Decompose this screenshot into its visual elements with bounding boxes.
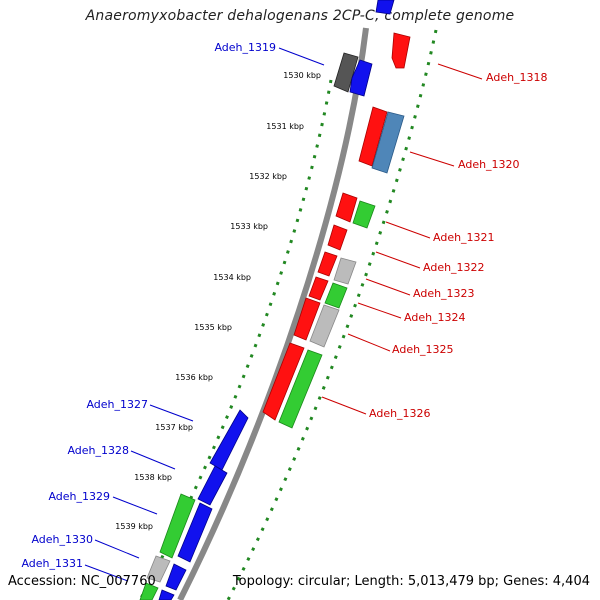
leader-adeh-1328 <box>130 450 176 470</box>
tick-label-1539: 1539 kbp <box>115 522 153 531</box>
gene-adeh-1328-shape[interactable] <box>197 465 228 506</box>
leader-adeh-1325 <box>347 333 391 352</box>
kbp-tick-labels: 1530 kbp 1531 kbp 1532 kbp 1533 kbp 1534… <box>115 71 321 531</box>
gene-adeh-1321b-shape[interactable] <box>352 200 376 229</box>
left-gene-labels: Adeh_1319 Adeh_1327 Adeh_1328 Adeh_1329 … <box>21 41 276 570</box>
tick-label-1530: 1530 kbp <box>283 71 321 80</box>
label-adeh-1325[interactable]: Adeh_1325 <box>392 343 454 356</box>
leader-lines <box>84 47 483 582</box>
gene-adeh-1331b-shape[interactable] <box>158 589 175 600</box>
forward-genes <box>262 32 411 429</box>
gene-adeh-1329-shape[interactable] <box>159 493 196 559</box>
gene-adeh-1319-shape[interactable] <box>333 52 359 93</box>
tick-ring-inner <box>138 79 333 600</box>
genome-backbone <box>177 27 369 600</box>
gene-adeh-1324b-shape[interactable] <box>324 282 348 309</box>
label-adeh-1331[interactable]: Adeh_1331 <box>21 557 83 570</box>
tick-label-1537: 1537 kbp <box>155 423 193 432</box>
gene-adeh-1319b-shape[interactable] <box>349 59 373 97</box>
leader-adeh-1318 <box>437 63 483 80</box>
tick-label-1533: 1533 kbp <box>230 222 268 231</box>
label-adeh-1320[interactable]: Adeh_1320 <box>458 158 520 171</box>
gene-adeh-1322-shape[interactable] <box>327 224 348 251</box>
gene-adeh-1321-shape[interactable] <box>335 192 358 223</box>
gene-adeh-1323-shape[interactable] <box>317 251 338 277</box>
tick-label-1534: 1534 kbp <box>213 273 251 282</box>
leader-adeh-1319 <box>278 47 325 66</box>
tick-label-1532: 1532 kbp <box>249 172 287 181</box>
gene-adeh-1318-shape[interactable] <box>391 32 411 69</box>
gene-adeh-1320b-shape[interactable] <box>371 111 405 174</box>
leader-adeh-1326 <box>321 396 367 415</box>
label-adeh-1328[interactable]: Adeh_1328 <box>67 444 129 457</box>
tick-label-1535: 1535 kbp <box>194 323 232 332</box>
genome-summary: Topology: circular; Length: 5,013,479 bp… <box>232 574 590 589</box>
gene-adeh-1330-shape[interactable] <box>146 555 171 583</box>
label-adeh-1323[interactable]: Adeh_1323 <box>413 287 475 300</box>
right-gene-labels: Adeh_1318 Adeh_1320 Adeh_1321 Adeh_1322 … <box>369 71 548 420</box>
leader-adeh-1322 <box>375 251 421 269</box>
leader-adeh-1321 <box>385 221 431 239</box>
gene-adeh-1324-shape[interactable] <box>308 276 329 301</box>
gene-adeh-1325-shape[interactable] <box>293 297 321 341</box>
label-adeh-1330[interactable]: Adeh_1330 <box>31 533 93 546</box>
tick-label-1538: 1538 kbp <box>134 473 172 482</box>
tick-label-1531: 1531 kbp <box>266 122 304 131</box>
gene-adeh-1323b-shape[interactable] <box>333 257 357 285</box>
leader-adeh-1329 <box>112 496 158 515</box>
leader-adeh-1324 <box>357 302 402 319</box>
gene-adeh-1331-shape[interactable] <box>139 582 159 600</box>
genome-title: Anaeromyxobacter dehalogenans 2CP-C, com… <box>85 8 515 24</box>
leader-adeh-1327 <box>149 404 194 422</box>
accession-label: Accession: NC_007760 <box>8 574 156 589</box>
label-adeh-1321[interactable]: Adeh_1321 <box>433 231 495 244</box>
label-adeh-1329[interactable]: Adeh_1329 <box>48 490 110 503</box>
label-adeh-1318[interactable]: Adeh_1318 <box>486 71 548 84</box>
gene-adeh-1326-shape[interactable] <box>262 342 305 421</box>
tick-label-1536: 1536 kbp <box>175 373 213 382</box>
gene-adeh-1320-shape[interactable] <box>358 106 388 167</box>
gene-adeh-1329b-shape[interactable] <box>177 502 213 563</box>
gene-adeh-1325b-shape[interactable] <box>309 304 340 348</box>
leader-adeh-1323 <box>365 278 411 296</box>
leader-adeh-1331 <box>84 564 129 582</box>
label-adeh-1324[interactable]: Adeh_1324 <box>404 311 466 324</box>
leader-adeh-1330 <box>94 539 140 559</box>
leader-adeh-1320 <box>409 151 455 167</box>
label-adeh-1319[interactable]: Adeh_1319 <box>214 41 276 54</box>
reverse-genes <box>139 0 395 600</box>
gene-adeh-1326b-shape[interactable] <box>278 349 323 429</box>
label-adeh-1322[interactable]: Adeh_1322 <box>423 261 485 274</box>
gene-adeh-1330b-shape[interactable] <box>165 563 187 591</box>
label-adeh-1327[interactable]: Adeh_1327 <box>86 398 148 411</box>
gene-top-blue-shape[interactable] <box>375 0 395 15</box>
label-adeh-1326[interactable]: Adeh_1326 <box>369 407 431 420</box>
